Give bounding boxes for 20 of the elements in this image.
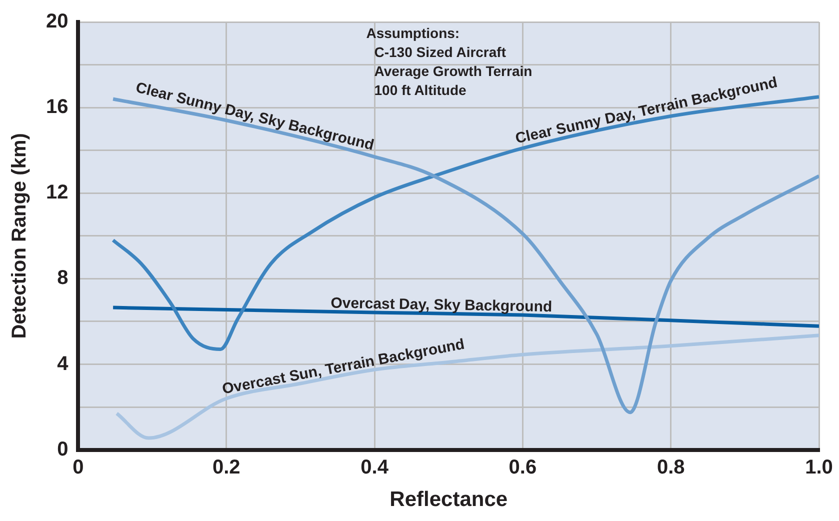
x-tick-label: 0.8 [656, 456, 685, 478]
annotation: Average Growth Terrain [374, 63, 532, 79]
y-tick-label: 0 [57, 438, 68, 460]
y-axis-title: Detection Range (km) [8, 133, 31, 339]
x-tick-label: 0 [72, 456, 84, 478]
x-tick-label: 0.6 [508, 456, 537, 478]
y-tick-label: 16 [46, 96, 68, 118]
y-tick-label: 4 [57, 352, 70, 375]
x-tick-label: 1.0 [805, 456, 833, 478]
annotation: 100 ft Altitude [374, 82, 467, 98]
x-tick-label: 0.2 [212, 456, 240, 478]
annotation: C-130 Sized Aircraft [374, 44, 506, 60]
y-tick-label: 8 [57, 267, 68, 290]
x-axis-title: Reflectance [390, 488, 508, 512]
annotation: Assumptions: [366, 25, 460, 41]
series-label: Overcast Day, Sky Background [330, 294, 552, 316]
y-tick-label: 12 [46, 182, 68, 204]
line-series [115, 334, 819, 440]
x-tick-label: 0.4 [360, 456, 390, 478]
y-tick-label: 20 [46, 10, 68, 33]
